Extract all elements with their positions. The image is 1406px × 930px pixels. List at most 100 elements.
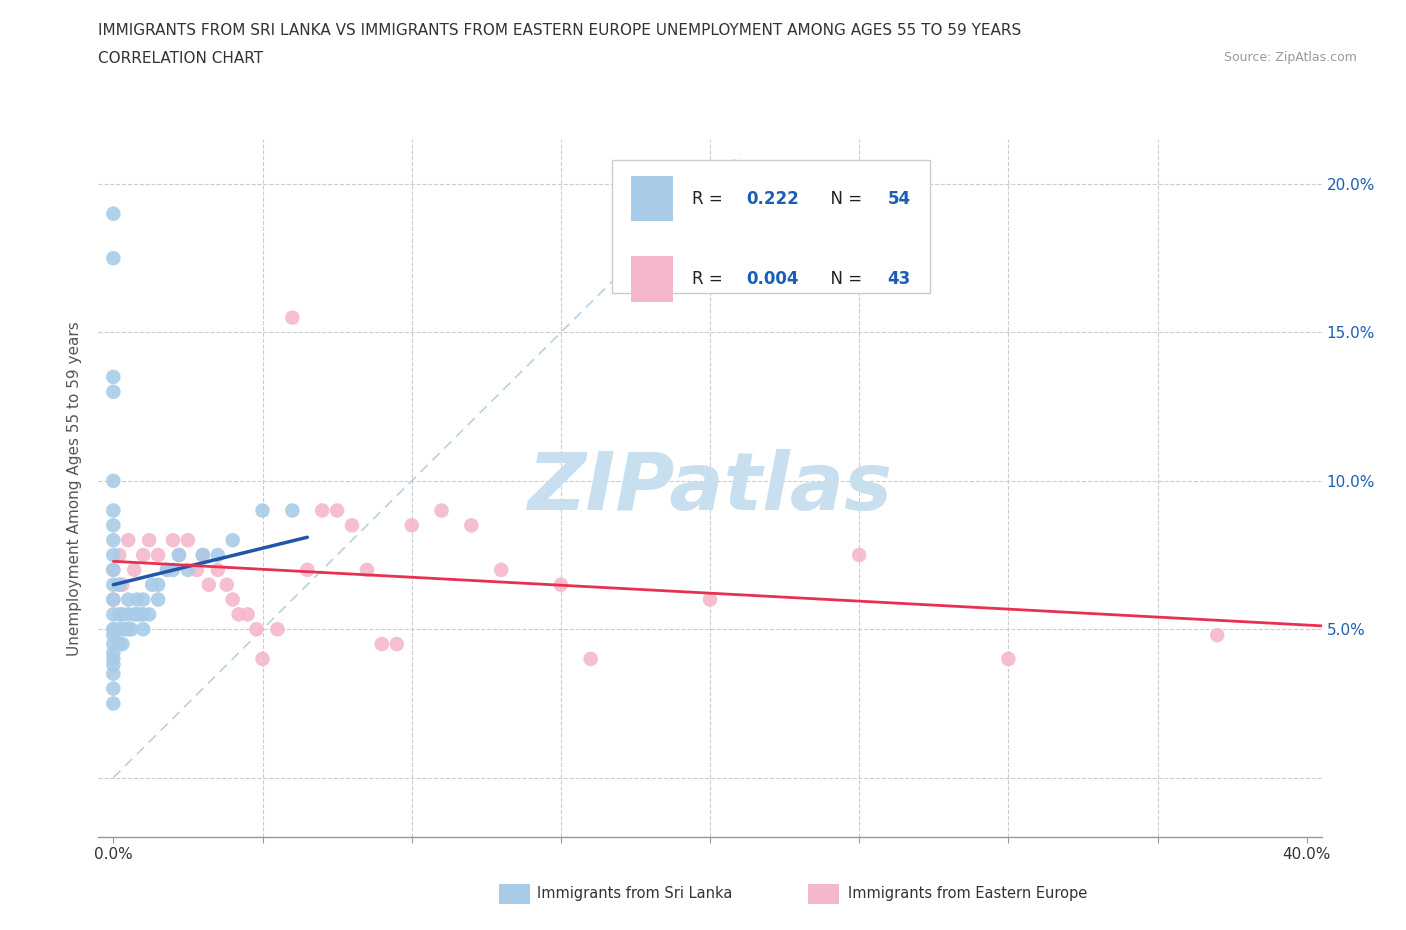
Point: [489, 563, 512, 578]
Point: [156, 563, 179, 578]
Point: [103, 681, 125, 696]
Point: [120, 622, 142, 637]
Point: [103, 652, 125, 667]
Text: Immigrants from Eastern Europe: Immigrants from Eastern Europe: [848, 886, 1087, 901]
Point: [141, 578, 163, 592]
Point: [146, 578, 169, 592]
Point: [103, 251, 125, 266]
Point: [340, 518, 363, 533]
Text: IMMIGRANTS FROM SRI LANKA VS IMMIGRANTS FROM EASTERN EUROPE UNEMPLOYMENT AMONG A: IMMIGRANTS FROM SRI LANKA VS IMMIGRANTS …: [98, 23, 1022, 38]
Point: [401, 518, 423, 533]
Point: [848, 548, 870, 563]
Point: [191, 548, 214, 563]
Point: [108, 578, 131, 592]
Point: [297, 563, 319, 578]
Point: [114, 622, 136, 637]
Point: [103, 666, 125, 681]
Point: [103, 503, 125, 518]
Point: [122, 563, 145, 578]
Point: [699, 592, 721, 607]
Text: R =: R =: [692, 270, 728, 288]
Text: ZIPatlas: ZIPatlas: [527, 449, 893, 527]
Point: [191, 548, 214, 563]
Point: [108, 637, 131, 652]
Point: [117, 607, 139, 622]
Point: [103, 628, 125, 643]
Point: [167, 548, 190, 563]
FancyBboxPatch shape: [612, 161, 931, 293]
Point: [207, 548, 229, 563]
Bar: [630, 257, 673, 301]
Point: [207, 563, 229, 578]
Point: [138, 607, 160, 622]
Point: [1206, 628, 1229, 643]
Point: [356, 563, 378, 578]
Text: CORRELATION CHART: CORRELATION CHART: [98, 51, 263, 66]
Point: [997, 652, 1019, 667]
Point: [103, 206, 125, 221]
Point: [186, 563, 208, 578]
Point: [103, 645, 125, 660]
Point: [167, 548, 190, 563]
Point: [103, 658, 125, 672]
Point: [281, 310, 304, 325]
Point: [103, 622, 125, 637]
Point: [103, 548, 125, 563]
Text: N =: N =: [820, 270, 868, 288]
Point: [103, 592, 125, 607]
Point: [132, 607, 155, 622]
Text: Source: ZipAtlas.com: Source: ZipAtlas.com: [1223, 51, 1357, 64]
Point: [215, 578, 238, 592]
Point: [146, 592, 169, 607]
Point: [132, 622, 155, 637]
Point: [371, 637, 394, 652]
Point: [103, 533, 125, 548]
Point: [103, 637, 125, 652]
Point: [177, 533, 200, 548]
Point: [103, 592, 125, 607]
Point: [108, 548, 131, 563]
Point: [117, 622, 139, 637]
Point: [132, 548, 155, 563]
Point: [252, 652, 274, 667]
Point: [221, 592, 243, 607]
Text: 54: 54: [887, 190, 911, 207]
Point: [252, 503, 274, 518]
Point: [103, 563, 125, 578]
Y-axis label: Unemployment Among Ages 55 to 59 years: Unemployment Among Ages 55 to 59 years: [67, 321, 83, 656]
Text: 43: 43: [887, 270, 911, 288]
Point: [198, 578, 221, 592]
Point: [460, 518, 482, 533]
Point: [111, 607, 134, 622]
Point: [281, 503, 304, 518]
Point: [326, 503, 349, 518]
Point: [430, 503, 453, 518]
Point: [103, 384, 125, 399]
Point: [132, 592, 155, 607]
Point: [103, 622, 125, 637]
Point: [385, 637, 408, 652]
Point: [146, 548, 169, 563]
Point: [127, 607, 149, 622]
Point: [245, 622, 267, 637]
Point: [127, 592, 149, 607]
Point: [177, 563, 200, 578]
Point: [117, 592, 139, 607]
Point: [266, 622, 288, 637]
Point: [103, 578, 125, 592]
Point: [103, 518, 125, 533]
Point: [550, 578, 572, 592]
Point: [111, 578, 134, 592]
Point: [117, 533, 139, 548]
Point: [103, 473, 125, 488]
Text: Immigrants from Sri Lanka: Immigrants from Sri Lanka: [537, 886, 733, 901]
Point: [103, 369, 125, 384]
Point: [162, 533, 184, 548]
Text: 0.222: 0.222: [747, 190, 800, 207]
Point: [111, 637, 134, 652]
Point: [228, 607, 250, 622]
Text: 0.004: 0.004: [747, 270, 799, 288]
Point: [162, 563, 184, 578]
Point: [311, 503, 333, 518]
Point: [111, 622, 134, 637]
